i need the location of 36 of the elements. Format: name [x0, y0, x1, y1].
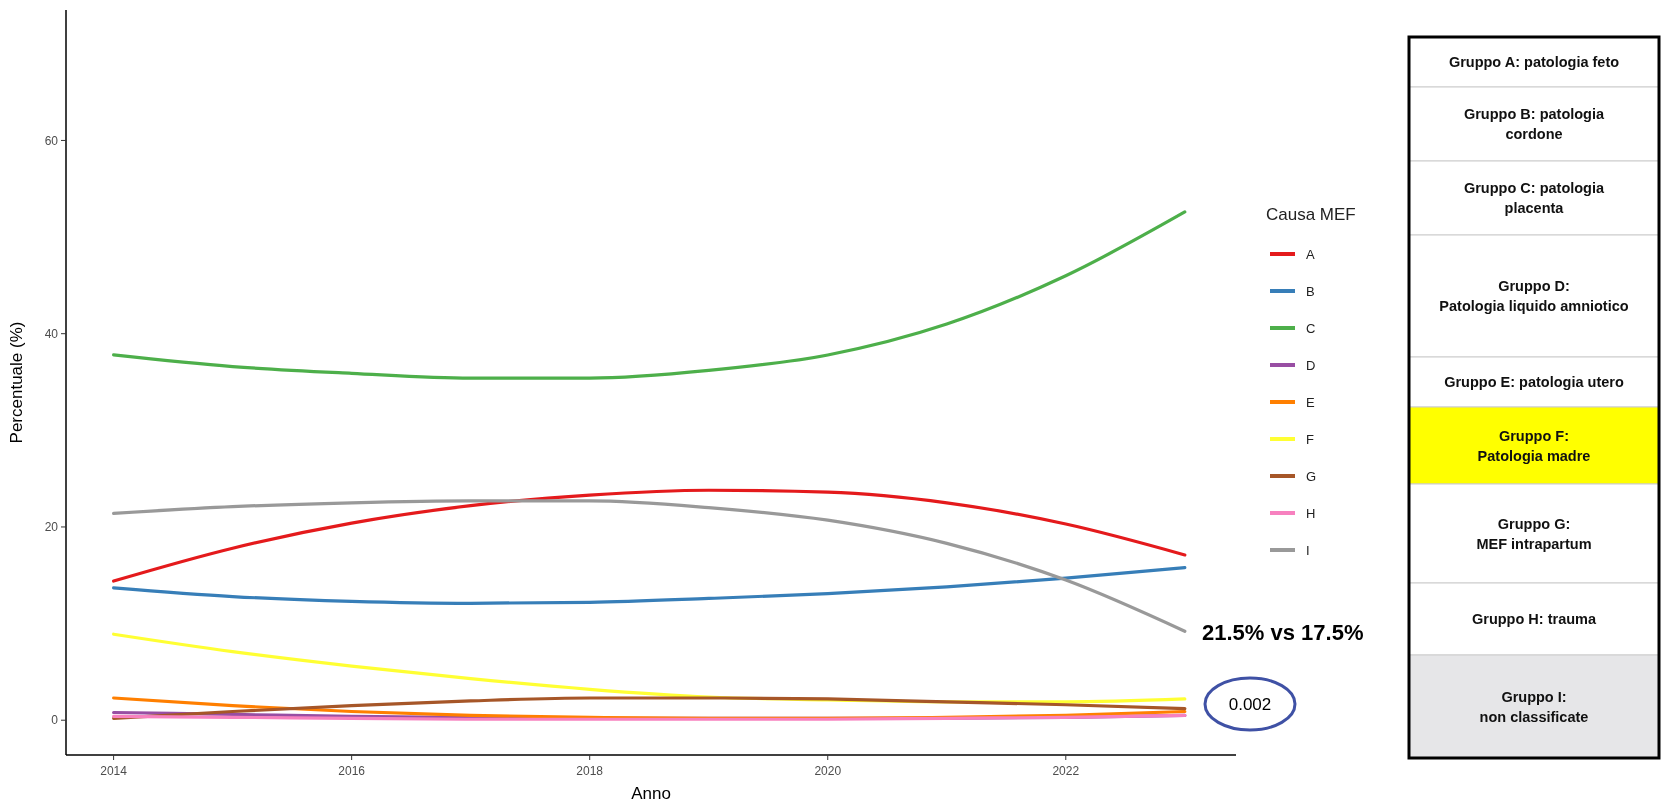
- category-label: Gruppo B: patologia cordone: [1463, 106, 1606, 143]
- category-label: Gruppo F: Patologia madre: [1477, 427, 1591, 464]
- y-tick-label: 0: [51, 713, 59, 728]
- legend-label: F: [1306, 431, 1314, 447]
- y-axis-title: Percentuale (%): [7, 321, 26, 444]
- y-tick-label: 60: [44, 133, 59, 148]
- line-series: [112, 210, 1187, 380]
- category-label: Gruppo D: Patologia liquido amniotico: [1439, 278, 1629, 315]
- line-series: [112, 488, 1187, 583]
- category-label: Gruppo C: patologia placenta: [1463, 180, 1606, 217]
- x-tick-label: 2020: [814, 764, 842, 778]
- y-tick-label: 40: [44, 326, 59, 341]
- category-label: Gruppo I: non classificate: [1479, 688, 1589, 725]
- legend-label: I: [1306, 542, 1310, 558]
- x-tick-label: 2014: [100, 764, 128, 778]
- legend-label: G: [1306, 468, 1317, 484]
- line-series: [112, 499, 1187, 633]
- annotation: 21.5% vs 17.5%: [1202, 619, 1364, 645]
- legend-title: Causa MEF: [1266, 205, 1356, 224]
- line-series: [112, 565, 1187, 605]
- category-label: Gruppo H: trauma: [1471, 611, 1597, 628]
- legend-label: A: [1306, 246, 1315, 262]
- legend-label: C: [1306, 320, 1316, 336]
- x-tick-label: 2018: [576, 764, 604, 778]
- annotation: 0.002: [1228, 694, 1272, 714]
- x-tick-label: 2022: [1052, 764, 1080, 778]
- category-label: Gruppo A: patologia feto: [1448, 54, 1620, 71]
- legend-label: B: [1306, 283, 1315, 299]
- legend-label: H: [1306, 505, 1316, 521]
- legend-label: E: [1306, 394, 1315, 410]
- y-tick-label: 20: [44, 520, 59, 535]
- category-label: Gruppo E: patologia utero: [1444, 374, 1624, 391]
- legend-label: D: [1306, 357, 1316, 373]
- x-axis-title: Anno: [631, 784, 671, 803]
- x-tick-label: 2016: [338, 764, 366, 778]
- category-label: Gruppo G: MEF intrapartum: [1476, 515, 1592, 552]
